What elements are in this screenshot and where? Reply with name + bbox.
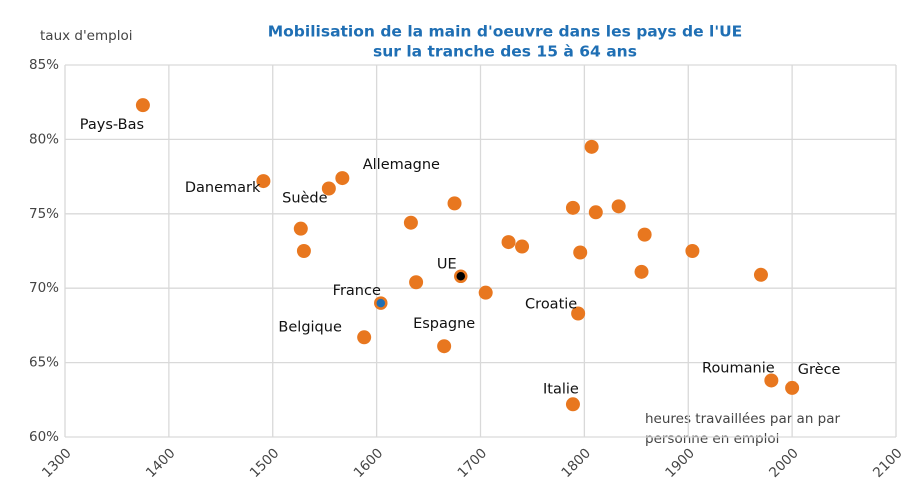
data-point bbox=[135, 98, 150, 113]
data-point bbox=[357, 330, 372, 345]
data-point bbox=[634, 264, 649, 279]
data-point bbox=[685, 244, 700, 258]
y-axis-label: taux d'emploi bbox=[40, 28, 132, 44]
point-label: Grèce bbox=[798, 362, 841, 378]
point-label: Danemark bbox=[185, 180, 261, 196]
data-point bbox=[637, 227, 652, 242]
data-point bbox=[573, 245, 588, 260]
y-tick-label: 65% bbox=[29, 355, 59, 371]
data-point bbox=[611, 199, 626, 214]
data-point bbox=[374, 296, 388, 310]
x-tick-label: 2100 bbox=[870, 445, 901, 480]
y-tick-label: 60% bbox=[29, 429, 59, 445]
data-point bbox=[785, 380, 800, 395]
data-point bbox=[478, 285, 493, 300]
x-tick-label: 1500 bbox=[247, 445, 283, 480]
point-label: Italie bbox=[543, 381, 579, 397]
data-point bbox=[565, 397, 580, 412]
x-tick-label: 2000 bbox=[766, 445, 802, 480]
point-label: Belgique bbox=[278, 319, 342, 335]
x-axis-label: heures travaillées par an par bbox=[645, 411, 841, 427]
data-point bbox=[588, 205, 603, 220]
point-label: Roumanie bbox=[702, 360, 775, 376]
point-label: Pays-Bas bbox=[80, 117, 144, 133]
data-point bbox=[454, 269, 468, 284]
point-label: Allemagne bbox=[363, 157, 440, 173]
y-tick-label: 85% bbox=[29, 57, 59, 73]
data-point bbox=[335, 171, 350, 186]
point-label: Croatie bbox=[525, 296, 577, 312]
x-tick-label: 1600 bbox=[351, 445, 387, 480]
chart-title: sur la tranche des 15 à 64 ans bbox=[373, 43, 637, 61]
data-point bbox=[403, 215, 418, 230]
x-axis-label: personne en emploi bbox=[645, 431, 779, 447]
y-tick-label: 75% bbox=[29, 206, 59, 222]
y-tick-label: 80% bbox=[29, 131, 59, 147]
data-point bbox=[293, 221, 308, 236]
x-tick-label: 1800 bbox=[558, 445, 594, 480]
data-point bbox=[753, 267, 768, 282]
data-point bbox=[256, 174, 271, 189]
y-tick-label: 70% bbox=[29, 280, 59, 296]
data-point bbox=[501, 235, 516, 250]
data-point bbox=[764, 373, 779, 388]
data-point bbox=[296, 244, 311, 258]
x-tick-label: 1700 bbox=[455, 445, 491, 480]
point-label: UE bbox=[437, 256, 457, 272]
point-label: Espagne bbox=[413, 316, 475, 332]
point-label: France bbox=[333, 283, 381, 299]
data-point bbox=[515, 239, 530, 254]
x-tick-label: 1900 bbox=[662, 445, 698, 480]
x-tick-label: 1300 bbox=[39, 445, 75, 480]
data-point bbox=[447, 196, 462, 211]
data-point bbox=[409, 275, 424, 290]
data-point bbox=[437, 339, 452, 354]
data-point bbox=[565, 200, 580, 215]
point-label: Suède bbox=[282, 191, 328, 207]
x-tick-label: 1400 bbox=[143, 445, 179, 480]
data-point bbox=[321, 181, 336, 196]
data-point bbox=[584, 139, 599, 154]
chart-title: Mobilisation de la main d'oeuvre dans le… bbox=[268, 23, 743, 41]
data-point bbox=[571, 306, 586, 321]
